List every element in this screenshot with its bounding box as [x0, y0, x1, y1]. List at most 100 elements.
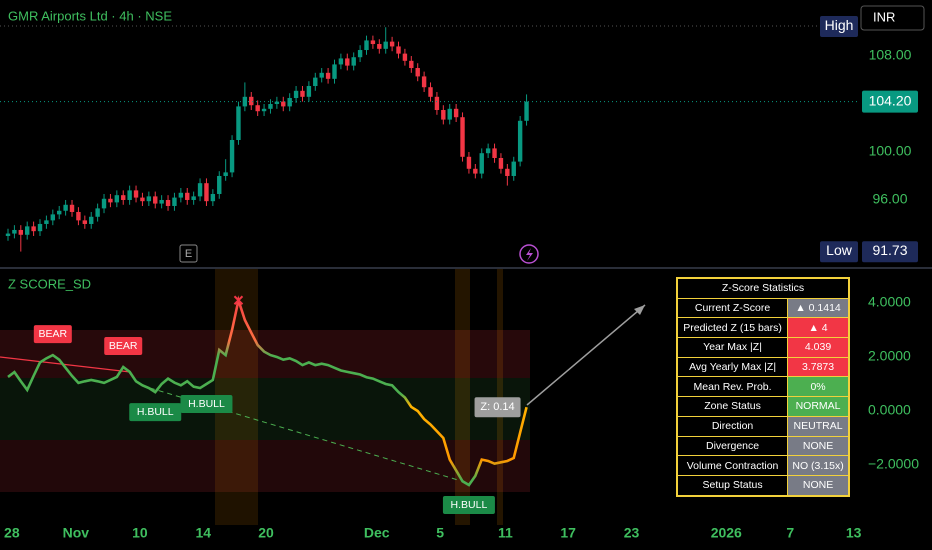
stat-label: Year Max |Z| — [676, 337, 789, 358]
stats-row: Zone Status NORMAL — [676, 396, 850, 417]
x-tick-label: 17 — [560, 525, 576, 541]
candle-body — [293, 90, 299, 99]
x-tick-label: Dec — [364, 525, 390, 541]
candle-body — [127, 190, 132, 200]
event-icon — [526, 248, 533, 261]
candle-body — [217, 175, 222, 194]
candle-body — [492, 148, 497, 158]
candle-body — [133, 190, 139, 198]
candle-body — [249, 96, 254, 106]
low-value-box — [862, 241, 918, 263]
indicator-title: Z SCORE_SD — [8, 276, 91, 291]
stats-row: Year Max |Z| 4.039 — [676, 337, 850, 358]
stats-row: Direction NEUTRAL — [676, 415, 850, 437]
z-line — [7, 295, 528, 487]
stat-label: Avg Yearly Max |Z| — [676, 356, 789, 378]
last-price-label: 104.20 — [869, 92, 912, 108]
candle-body — [517, 120, 523, 162]
candle-body — [146, 196, 152, 202]
stats-row: Avg Yearly Max |Z| 3.7873 — [676, 356, 850, 378]
candle-body — [460, 117, 465, 157]
candle-body — [153, 196, 158, 204]
signal-label: H.BULL — [137, 406, 174, 418]
candle-body — [101, 198, 107, 209]
stats-row: Volume Contraction NO (3.15x) — [676, 455, 850, 476]
candle-body — [421, 76, 427, 88]
stats-row: Setup Status NONE — [676, 474, 850, 497]
candle-body — [236, 106, 241, 140]
y-tick-label: 4.0000 — [868, 294, 911, 310]
candle-body — [178, 192, 184, 198]
signal-label: BEAR — [39, 328, 68, 340]
candle-body — [351, 57, 356, 66]
candle-body — [63, 204, 68, 211]
candle-body — [18, 229, 24, 235]
highlight-column — [497, 268, 503, 525]
candle-body — [524, 101, 529, 121]
candle-body — [402, 53, 408, 61]
candle-body — [50, 214, 56, 221]
candle-body — [409, 60, 414, 69]
candle-body — [121, 195, 126, 200]
x-tick-label: 7 — [786, 525, 794, 541]
candle-body — [229, 139, 235, 173]
candle-body — [57, 210, 62, 215]
candle-body — [473, 168, 478, 174]
high-box — [820, 16, 858, 37]
current-z-label: Z: 0.14 — [480, 401, 514, 413]
arrow-head — [634, 305, 645, 315]
candle-body — [370, 40, 376, 45]
peak-marker — [233, 295, 244, 305]
currency-button[interactable] — [860, 5, 925, 31]
earnings-icon: E — [185, 248, 192, 260]
high-label: High — [825, 17, 854, 33]
low-box — [820, 241, 858, 263]
stat-value: NEUTRAL — [787, 415, 850, 437]
candle-body — [159, 199, 164, 204]
candle-body — [95, 208, 100, 217]
stat-value: NONE — [787, 435, 850, 457]
stat-value: 4.039 — [787, 337, 850, 358]
candle-body — [44, 220, 49, 224]
zone-band — [0, 440, 530, 492]
candle-body — [364, 40, 369, 51]
current-z-box — [474, 397, 521, 418]
candle-body — [466, 156, 472, 169]
candle-body — [197, 183, 203, 197]
candle-body — [172, 197, 177, 206]
candle-body — [345, 58, 350, 66]
x-tick-label: 5 — [436, 525, 444, 541]
candle-body — [325, 72, 331, 79]
x-tick-label: 20 — [258, 525, 274, 541]
candle-body — [140, 197, 145, 202]
candle-body — [204, 183, 209, 202]
last-price-box — [862, 90, 918, 113]
projection-arrow — [526, 304, 646, 406]
event-badge[interactable] — [519, 244, 539, 264]
x-tick-label: 11 — [498, 525, 513, 541]
low-name: Low — [826, 242, 853, 258]
currency-label[interactable]: INR — [873, 9, 895, 24]
signal-box — [129, 403, 182, 422]
candle-body — [5, 233, 11, 236]
earnings-badge[interactable] — [179, 244, 198, 263]
candle-body — [447, 108, 452, 120]
stat-value: ▲ 4 — [787, 317, 850, 339]
candle-body — [441, 110, 446, 120]
signal-box — [180, 394, 233, 413]
candle-body — [287, 98, 292, 107]
candle-body — [453, 108, 459, 118]
y-tick-label: 0.0000 — [868, 402, 911, 418]
stats-row: Divergence NONE — [676, 435, 850, 457]
y-tick-label: 2.0000 — [868, 348, 911, 364]
candle-body — [498, 157, 504, 169]
signal-label: BEAR — [109, 340, 138, 352]
stats-row: Predicted Z (15 bars) ▲ 4 — [676, 317, 850, 339]
bear-trendline — [0, 356, 131, 373]
candle-body — [165, 199, 171, 206]
candle-body — [428, 87, 433, 97]
candle-body — [89, 216, 94, 224]
stat-value: NORMAL — [787, 396, 850, 417]
x-tick-label: 13 — [846, 525, 862, 541]
stat-value: NO (3.15x) — [787, 455, 850, 476]
